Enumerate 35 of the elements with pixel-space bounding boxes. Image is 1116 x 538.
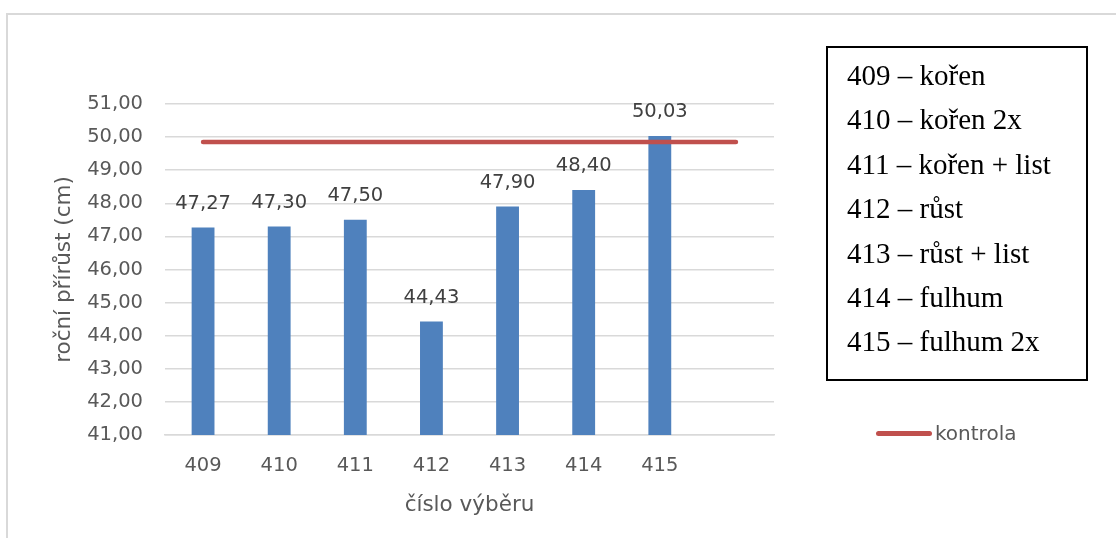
data-label: 47,50 [327,182,384,206]
data-label: 47,30 [251,189,308,213]
text: 411 – kořen + list [847,146,1051,182]
y-axis-title: roční přírůst (cm) [50,176,76,363]
y-tick-label: 49,00 [87,157,143,181]
x-tick-label: 411 [336,452,374,476]
y-tick-label: 45,00 [87,289,143,313]
y-tick-label: 50,00 [87,124,143,148]
text: 413 – růst + list [847,235,1031,271]
y-tick-label: 44,00 [87,322,143,346]
text: 410 – kořen 2x [847,102,1023,138]
x-tick-label: 409 [184,452,222,476]
x-tick-label: 412 [412,452,451,476]
y-tick-label: 51,00 [87,91,143,115]
text: 414 – fulhum [847,280,1005,316]
x-tick-label: 415 [641,452,679,476]
text: 409 – kořen [847,58,987,93]
x-tick-label: 414 [565,452,603,476]
y-tick-label: 47,00 [87,223,143,247]
y-tick-label: 42,00 [87,388,143,412]
y-tick-label: 46,00 [87,256,143,280]
data-label: 50,03 [631,99,688,123]
data-label: 47,27 [175,190,231,214]
x-tick-label: 410 [260,452,298,476]
x-tick-label: 413 [488,452,527,476]
y-tick-label: 48,00 [87,190,143,214]
y-tick-label: 43,00 [87,355,143,379]
x-axis-title: číslo výběru [404,490,535,516]
text: 415 – fulhum 2x [847,324,1041,360]
text: 412 – růst [847,191,964,227]
data-label: 48,40 [555,153,612,177]
data-label: 44,43 [403,284,460,308]
y-tick-label: 41,00 [87,422,143,446]
legend-label: kontrola [935,421,1017,445]
data-label: 47,90 [479,169,536,193]
